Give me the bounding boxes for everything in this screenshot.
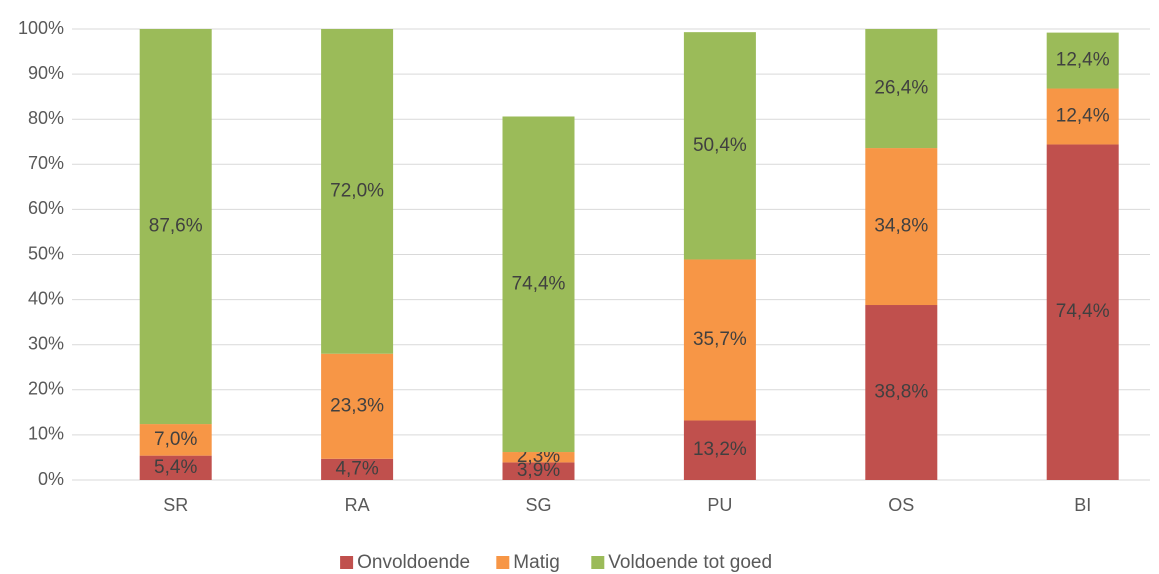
data-label: 74,4% [1056,301,1110,322]
x-tick-label: OS [888,495,914,515]
data-label: 12,4% [1056,106,1110,127]
y-tick-label: 90% [28,63,64,83]
bar-segment [1046,32,1119,89]
bar-segment [1046,144,1119,480]
y-tick-label: 0% [38,469,64,489]
legend-swatch [340,556,354,569]
legend-label: Voldoende tot goed [608,552,772,573]
bar-segment [321,29,394,354]
bar-segment [683,259,756,421]
bar-segment [502,462,575,480]
y-tick-label: 100% [18,18,64,38]
y-tick-label: 70% [28,153,64,173]
y-tick-label: 20% [28,379,64,399]
data-label: 7,0% [154,429,197,450]
data-label: 13,2% [693,439,747,460]
y-tick-label: 80% [28,108,64,128]
x-tick-label: SG [525,495,551,515]
bar-segment [321,458,394,480]
data-label: 5,4% [154,457,197,478]
data-label: 23,3% [330,395,384,416]
data-label: 12,4% [1056,50,1110,71]
data-label: 72,0% [330,180,384,201]
bar-segment [139,424,212,456]
y-tick-label: 10% [28,424,64,444]
y-tick-label: 30% [28,333,64,353]
legend-swatch [496,556,510,569]
bar-segment [683,32,756,260]
data-label: 34,8% [874,216,928,237]
bar-segment [502,452,575,463]
bar-segment [865,29,938,149]
bar-segment [865,305,938,480]
x-tick-label: BI [1074,495,1091,515]
bar-segment [139,29,212,425]
data-label: 4,7% [335,458,378,479]
data-label: 3,9% [517,460,560,481]
bar-segment [321,353,394,459]
bar-segment [683,420,756,480]
legend-label: Matig [513,552,559,573]
bar-segment [139,455,212,480]
x-tick-label: RA [345,495,370,515]
data-label: 38,8% [874,382,928,403]
bar-segment [865,148,938,306]
data-label: 26,4% [874,78,928,99]
bar-segment [1046,88,1119,145]
legend-swatch [591,556,605,569]
legend-label: Onvoldoende [357,552,470,573]
bar-segment [502,116,575,453]
data-label: 50,4% [693,135,747,156]
data-label: 87,6% [149,216,203,237]
y-tick-label: 50% [28,243,64,263]
x-tick-label: SR [163,495,188,515]
data-label: 74,4% [512,273,566,294]
data-label: 35,7% [693,329,747,350]
y-tick-label: 60% [28,198,64,218]
x-tick-label: PU [707,495,732,515]
y-tick-label: 40% [28,288,64,308]
